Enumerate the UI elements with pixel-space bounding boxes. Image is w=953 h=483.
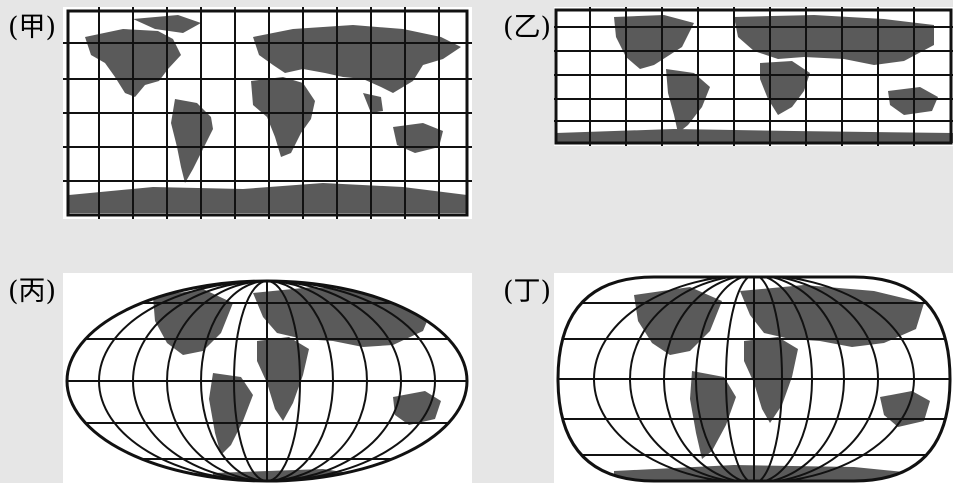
map-bing — [63, 273, 472, 483]
land-masses — [556, 15, 953, 143]
map-label-bing: (丙) — [8, 276, 57, 307]
map-ding — [554, 273, 953, 483]
graticule — [558, 277, 950, 481]
map-label-jia: (甲) — [8, 12, 57, 43]
map-jia — [63, 7, 472, 219]
graticule — [554, 7, 953, 146]
map-label-ding: (丁) — [503, 276, 552, 307]
land-masses — [153, 287, 441, 481]
map-label-yi: (乙) — [503, 12, 552, 43]
graticule — [63, 7, 472, 219]
map-yi — [554, 7, 953, 146]
land-masses — [614, 285, 930, 481]
